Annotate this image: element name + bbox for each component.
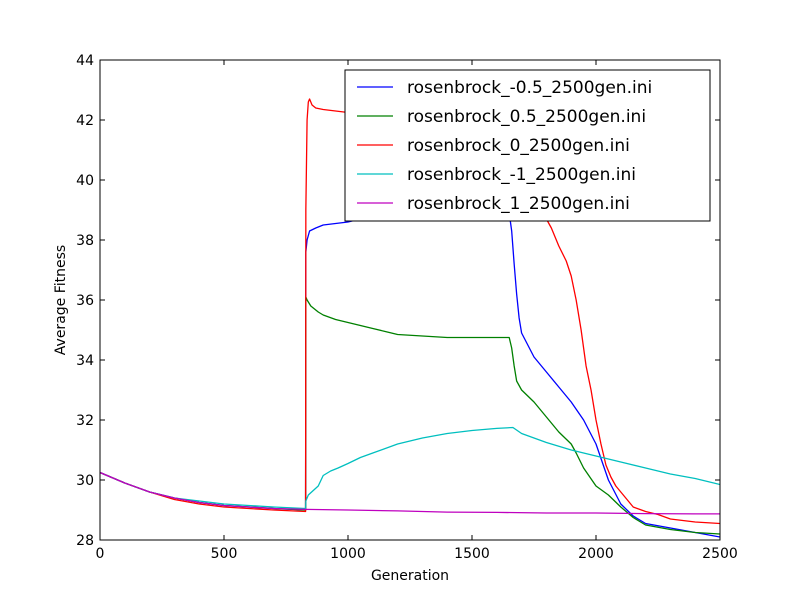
legend-box [344,69,711,222]
y-tick-label: 38 [76,233,94,249]
y-axis-label: Average Fitness [53,245,69,355]
x-tick-label: 2500 [702,546,738,562]
x-tick-label: 500 [211,546,238,562]
legend-label-4: rosenbrock_1_2500gen.ini [407,194,630,214]
legend-label-3: rosenbrock_-1_2500gen.ini [407,165,636,185]
x-tick-label: 0 [96,546,105,562]
legend: rosenbrock_-0.5_2500gen.ini rosenbrock_0.… [344,69,711,222]
x-tick-label: 2000 [578,546,614,562]
y-tick-label: 44 [76,53,94,69]
axes: 0 500 1000 1500 2000 2500 28 30 32 34 36 38 40 42 44 [76,53,738,562]
x-tick-label: 1000 [330,546,366,562]
x-tick-label: 1500 [454,546,490,562]
y-tick-label: 40 [76,173,94,189]
legend-label-1: rosenbrock_0.5_2500gen.ini [407,107,646,127]
legend-label-2: rosenbrock_0_2500gen.ini [407,136,630,156]
y-tick-label: 28 [76,533,94,549]
series-line-3 [100,426,720,510]
y-tick-label: 34 [76,353,94,369]
legend-label-0: rosenbrock_-0.5_2500gen.ini [407,78,652,98]
series-line-4 [100,471,720,515]
y-tick-label: 32 [76,413,94,429]
y-tick-label: 30 [76,473,94,489]
y-tick-label: 42 [76,113,94,129]
x-axis-label: Generation [371,568,449,584]
y-tick-label: 36 [76,293,94,309]
